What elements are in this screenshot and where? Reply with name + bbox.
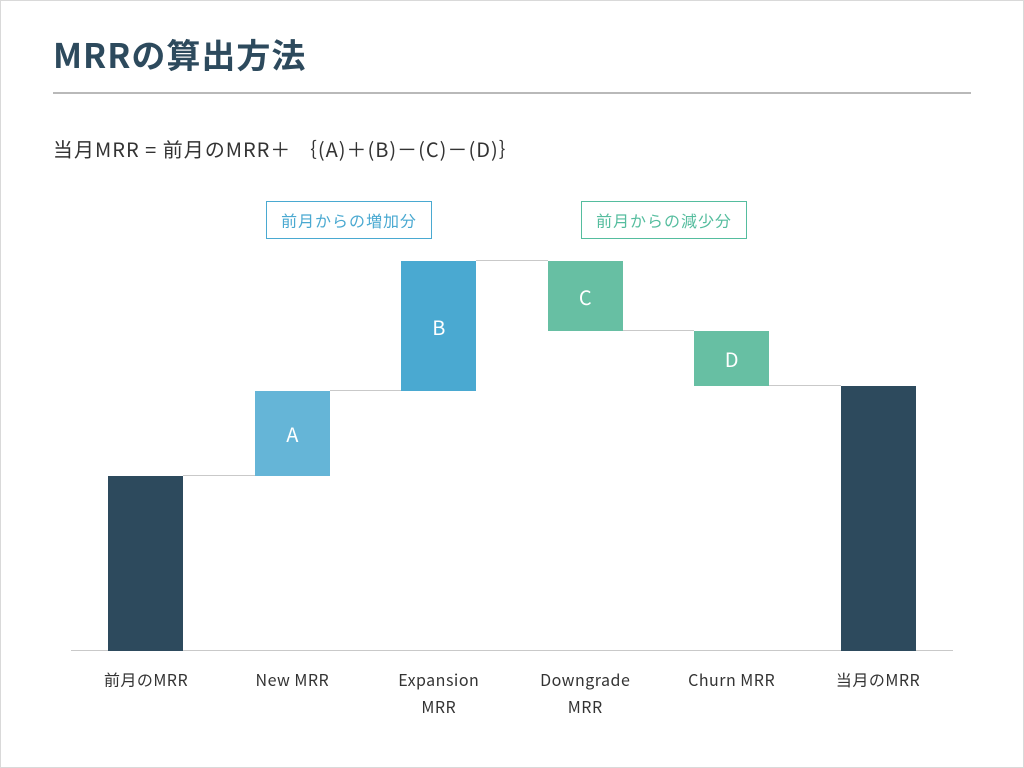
bar-letter-downgrade: C bbox=[579, 282, 592, 311]
bar-letter-churn: D bbox=[725, 344, 739, 373]
connector-4 bbox=[769, 385, 840, 386]
xlabel-prev: 前月のMRR bbox=[71, 666, 221, 693]
xlabel-current: 当月のMRR bbox=[803, 666, 953, 693]
legend-decrease: 前月からの減少分 bbox=[581, 201, 747, 239]
bar-expansion: B bbox=[401, 261, 476, 391]
bar-letter-expansion: B bbox=[432, 312, 445, 341]
xlabel-new: New MRR bbox=[217, 666, 367, 693]
xlabel-downgrade: DowngradeMRR bbox=[510, 666, 660, 720]
slide: MRRの算出方法 当月MRR = 前月のMRR＋ ｛(A)＋(B)－(C)－(D… bbox=[0, 0, 1024, 768]
plot-area: A B C D bbox=[71, 261, 953, 651]
xlabel-expansion: ExpansionMRR bbox=[364, 666, 514, 720]
xlabel-churn: Churn MRR bbox=[657, 666, 807, 693]
bar-current bbox=[841, 386, 916, 651]
legend-increase: 前月からの増加分 bbox=[266, 201, 432, 239]
connector-2 bbox=[476, 260, 547, 261]
bar-new: A bbox=[255, 391, 330, 476]
x-axis-labels: 前月のMRRNew MRRExpansionMRRDowngradeMRRChu… bbox=[71, 652, 953, 707]
waterfall-chart: 前月からの増加分 前月からの減少分 A B C D 前月のMRRNew MRRExpa… bbox=[71, 201, 953, 707]
baseline bbox=[71, 650, 953, 651]
bar-prev bbox=[108, 476, 183, 651]
formula-text: 当月MRR = 前月のMRR＋ ｛(A)＋(B)－(C)－(D)｝ bbox=[53, 134, 971, 163]
connector-3 bbox=[623, 330, 694, 331]
bar-letter-new: A bbox=[286, 419, 298, 448]
connector-0 bbox=[183, 475, 254, 476]
bar-churn: D bbox=[694, 331, 769, 386]
connector-1 bbox=[330, 390, 401, 391]
bar-downgrade: C bbox=[548, 261, 623, 331]
page-title: MRRの算出方法 bbox=[53, 29, 971, 94]
